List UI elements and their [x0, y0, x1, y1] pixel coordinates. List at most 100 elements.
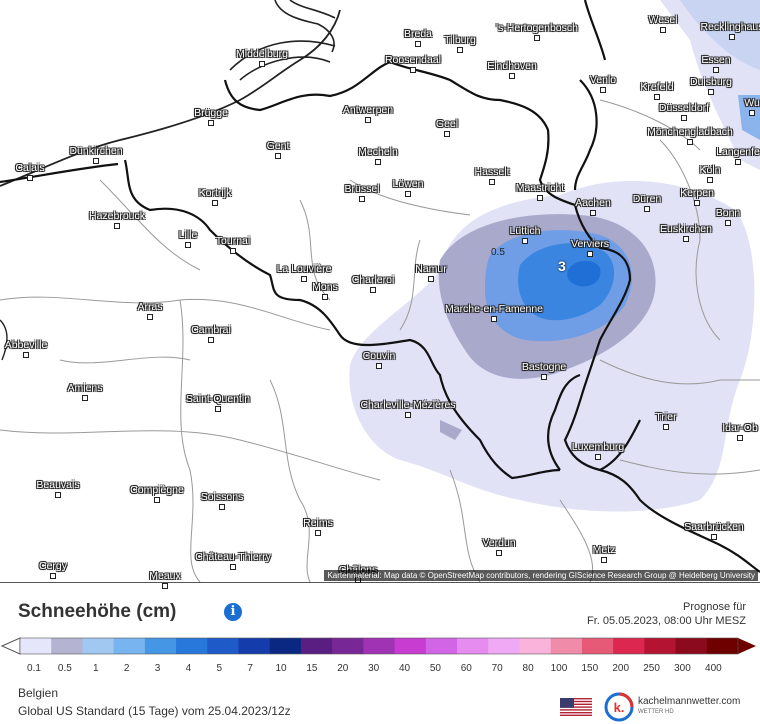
city-label[interactable]: Luxemburg	[571, 441, 625, 453]
city-label[interactable]: Compiègne	[130, 484, 184, 496]
city-marker	[370, 287, 376, 293]
city-label[interactable]: Arras	[137, 301, 163, 313]
city-label[interactable]: Antwerpen	[342, 104, 394, 116]
city-marker	[208, 337, 214, 343]
city-marker	[322, 294, 328, 300]
us-flag-icon[interactable]	[560, 698, 592, 716]
city-label[interactable]: Köln	[699, 164, 721, 176]
city-label[interactable]: Essen	[701, 54, 731, 66]
city-label[interactable]: Recklinghaus	[700, 21, 760, 33]
city-marker	[735, 159, 741, 165]
city-label[interactable]: Beauvais	[36, 479, 80, 491]
city-label[interactable]: Cergy	[38, 560, 68, 572]
legend-tick-label: 0.1	[27, 663, 41, 674]
city-label[interactable]: Wu	[744, 97, 760, 109]
city-label[interactable]: Roosendaal	[384, 54, 442, 66]
city-label[interactable]: Namur	[415, 263, 447, 275]
legend-tick-label: 4	[185, 663, 192, 674]
city-label[interactable]: Kerpen	[680, 187, 714, 199]
city-label[interactable]: Château-Thierry	[195, 551, 271, 563]
city-label[interactable]: Reims	[303, 517, 333, 529]
legend-swatch	[207, 638, 240, 654]
logo-text[interactable]: kachelmannwetter.com WETTER HD	[638, 697, 740, 717]
city-label[interactable]: Marche-en-Famenne	[444, 303, 544, 315]
city-label[interactable]: Mons	[312, 281, 338, 293]
city-label[interactable]: Dünkirchen	[69, 145, 123, 157]
city-marker	[694, 200, 700, 206]
city-label[interactable]: Langenfe	[716, 146, 760, 158]
city-label[interactable]: Bastogne	[521, 361, 567, 373]
city-label[interactable]: Calais	[15, 162, 45, 174]
city-label[interactable]: Cambrai	[191, 324, 231, 336]
legend-tick-label: 15	[306, 663, 318, 674]
city-marker	[230, 564, 236, 570]
city-label[interactable]: Breda	[403, 28, 433, 40]
city-label[interactable]: Verdun	[482, 537, 516, 549]
city-label[interactable]: Bonn	[715, 207, 741, 219]
city-label[interactable]: Kortrijk	[198, 187, 232, 199]
legend-over-arrow	[738, 638, 756, 654]
legend-tick-label: 20	[337, 663, 349, 674]
city-marker	[259, 61, 265, 67]
city-label[interactable]: Brüssel	[344, 183, 380, 195]
city-label[interactable]: Wesel	[648, 14, 678, 26]
city-label[interactable]: Meaux	[149, 570, 181, 582]
city-label[interactable]: Venlo	[589, 74, 617, 86]
city-label[interactable]: Löwen	[392, 178, 424, 190]
city-label[interactable]: Düren	[632, 193, 662, 205]
city-label[interactable]: Gent	[266, 140, 290, 152]
city-label[interactable]: Verviers	[571, 238, 609, 250]
city-label[interactable]: Tournai	[215, 235, 251, 247]
city-label[interactable]: La Louvière	[276, 263, 332, 275]
map-attribution[interactable]: Kartenmaterial: Map data © OpenStreetMap…	[324, 570, 758, 581]
legend-swatch	[82, 638, 115, 654]
city-label[interactable]: Duisburg	[689, 76, 733, 88]
kachelmann-logo-icon[interactable]: k.	[604, 692, 634, 722]
city-marker	[376, 363, 382, 369]
city-marker	[687, 139, 693, 145]
city-label[interactable]: Abbeville	[4, 339, 48, 351]
city-marker	[595, 454, 601, 460]
city-marker	[681, 115, 687, 121]
city-label[interactable]: Eindhoven	[487, 60, 537, 72]
city-label[interactable]: Idar-Ob	[722, 422, 758, 434]
city-label[interactable]: Trier	[655, 411, 677, 423]
city-label[interactable]: Lille	[178, 229, 198, 241]
city-label[interactable]: Brügge	[194, 107, 228, 119]
city-label[interactable]: Krefeld	[640, 81, 674, 93]
city-label[interactable]: Euskirchen	[660, 223, 712, 235]
city-label[interactable]: Mecheln	[358, 146, 398, 158]
city-label[interactable]: Mönchengladbach	[647, 126, 733, 138]
city-label[interactable]: Aachen	[575, 197, 611, 209]
city-label[interactable]: Couvin	[362, 350, 396, 362]
city-label[interactable]: Charleville-Mézières	[360, 399, 456, 411]
prognose-date[interactable]: Fr. 05.05.2023, 08:00 Uhr MESZ	[587, 615, 746, 627]
city-label[interactable]: 's-Hertogenbosch	[496, 22, 578, 34]
model-run-info[interactable]: Global US Standard (15 Tage) vom 25.04.2…	[18, 704, 291, 718]
city-marker	[154, 497, 160, 503]
legend-swatch	[613, 638, 645, 654]
contour-value-label: 0.5	[491, 247, 505, 258]
city-label[interactable]: Hazebrouck	[88, 210, 146, 222]
city-label[interactable]: Charleroi	[351, 274, 395, 286]
city-label[interactable]: Amiens	[67, 382, 103, 394]
city-label[interactable]: Middelburg	[236, 48, 288, 60]
city-label[interactable]: Soissons	[200, 491, 244, 503]
legend-swatch	[176, 638, 208, 654]
snow-depth-map[interactable]: Breda Tilburg 's-Hertogenbosch Wesel Recklin…	[0, 0, 760, 589]
legend-under-arrow	[0, 637, 21, 655]
city-label[interactable]: Saint-Quentin	[185, 393, 251, 405]
city-label[interactable]: Saarbrücken	[684, 521, 744, 533]
city-label[interactable]: Hasselt	[474, 166, 510, 178]
city-label[interactable]: Tilburg	[444, 34, 476, 46]
legend-tick-label: 60	[460, 663, 472, 674]
legend-swatch	[519, 638, 552, 654]
city-label[interactable]: Maastricht	[515, 182, 565, 194]
info-icon[interactable]: i	[224, 603, 242, 621]
city-label[interactable]: Düsseldorf	[658, 102, 710, 114]
city-label[interactable]: Lüttich	[509, 225, 541, 237]
city-marker	[522, 238, 528, 244]
color-legend	[0, 637, 756, 655]
city-label[interactable]: Metz	[592, 544, 616, 556]
city-label[interactable]: Geel	[435, 118, 459, 130]
